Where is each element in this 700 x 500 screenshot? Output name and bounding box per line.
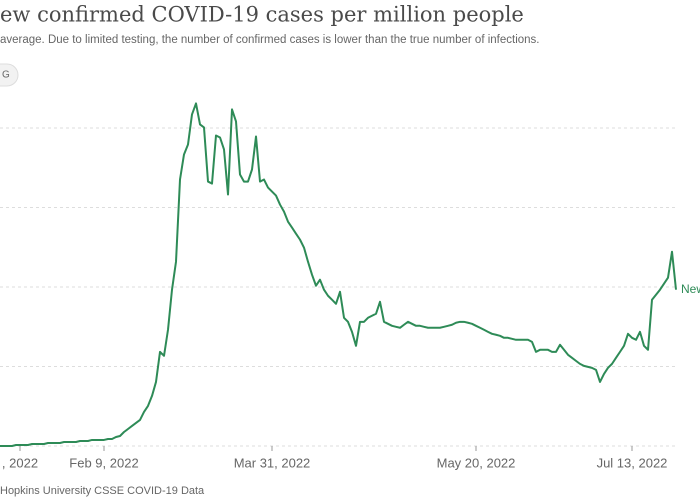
chart-subtitle: average. Due to limited testing, the num… (0, 34, 540, 46)
series-label: New (681, 282, 700, 296)
chart-title: ew confirmed COVID-19 cases per million … (0, 3, 524, 27)
x-tick-label: Jul 13, 2022 (597, 455, 668, 470)
x-tick-label: , 2022 (2, 455, 38, 470)
scale-button[interactable] (0, 63, 19, 87)
line (0, 102, 677, 447)
source: Hopkins University CSSE COVID-19 Data (0, 485, 205, 497)
x-tick-label: Mar 31, 2022 (234, 455, 311, 470)
x-tick-label: Feb 9, 2022 (69, 455, 138, 470)
scale-button-label[interactable]: G (2, 70, 10, 81)
x-tick-label: May 20, 2022 (437, 455, 516, 470)
